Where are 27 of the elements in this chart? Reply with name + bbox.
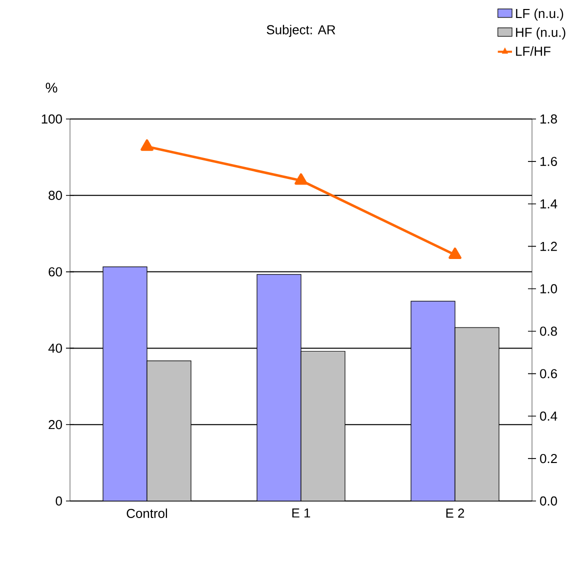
point bbox=[140, 139, 154, 151]
y2-tick-label: 0.4 bbox=[540, 412, 558, 421]
x-tick-label: E 2 bbox=[446, 508, 464, 518]
y2-tick-label: 1.0 bbox=[540, 284, 558, 294]
legend-label: LF (n.u.) bbox=[516, 8, 564, 21]
y2-tick-label: 0.6 bbox=[540, 369, 557, 378]
chart-title: Subject: AR bbox=[266, 24, 336, 37]
y2-tick-label: 1.4 bbox=[540, 199, 558, 208]
y-tick-label: 40 bbox=[48, 344, 62, 353]
legend-label: HF (n.u.) bbox=[516, 27, 566, 40]
y-tick-label: 80 bbox=[48, 190, 62, 200]
y2-tick-label: 1.2 bbox=[540, 242, 557, 251]
y-axis-title: % bbox=[46, 82, 58, 93]
y-tick-label: 20 bbox=[48, 420, 62, 430]
y-tick-label: 0 bbox=[56, 496, 62, 506]
y2-tick-label: 0.0 bbox=[540, 496, 558, 506]
point bbox=[294, 173, 308, 185]
y2-tick-label: 1.6 bbox=[540, 156, 557, 166]
legend-label: LF/HF bbox=[516, 46, 550, 56]
y2-tick-label: 0.8 bbox=[540, 326, 557, 336]
y2-tick-label: 0.2 bbox=[540, 454, 557, 464]
y-tick-label: 100 bbox=[42, 114, 62, 124]
y2-tick-label: 1.8 bbox=[540, 114, 557, 124]
x-tick-label: Control bbox=[126, 508, 168, 518]
point bbox=[448, 248, 462, 260]
y-tick-label: 60 bbox=[48, 267, 62, 276]
x-tick-label: E 1 bbox=[292, 508, 310, 518]
